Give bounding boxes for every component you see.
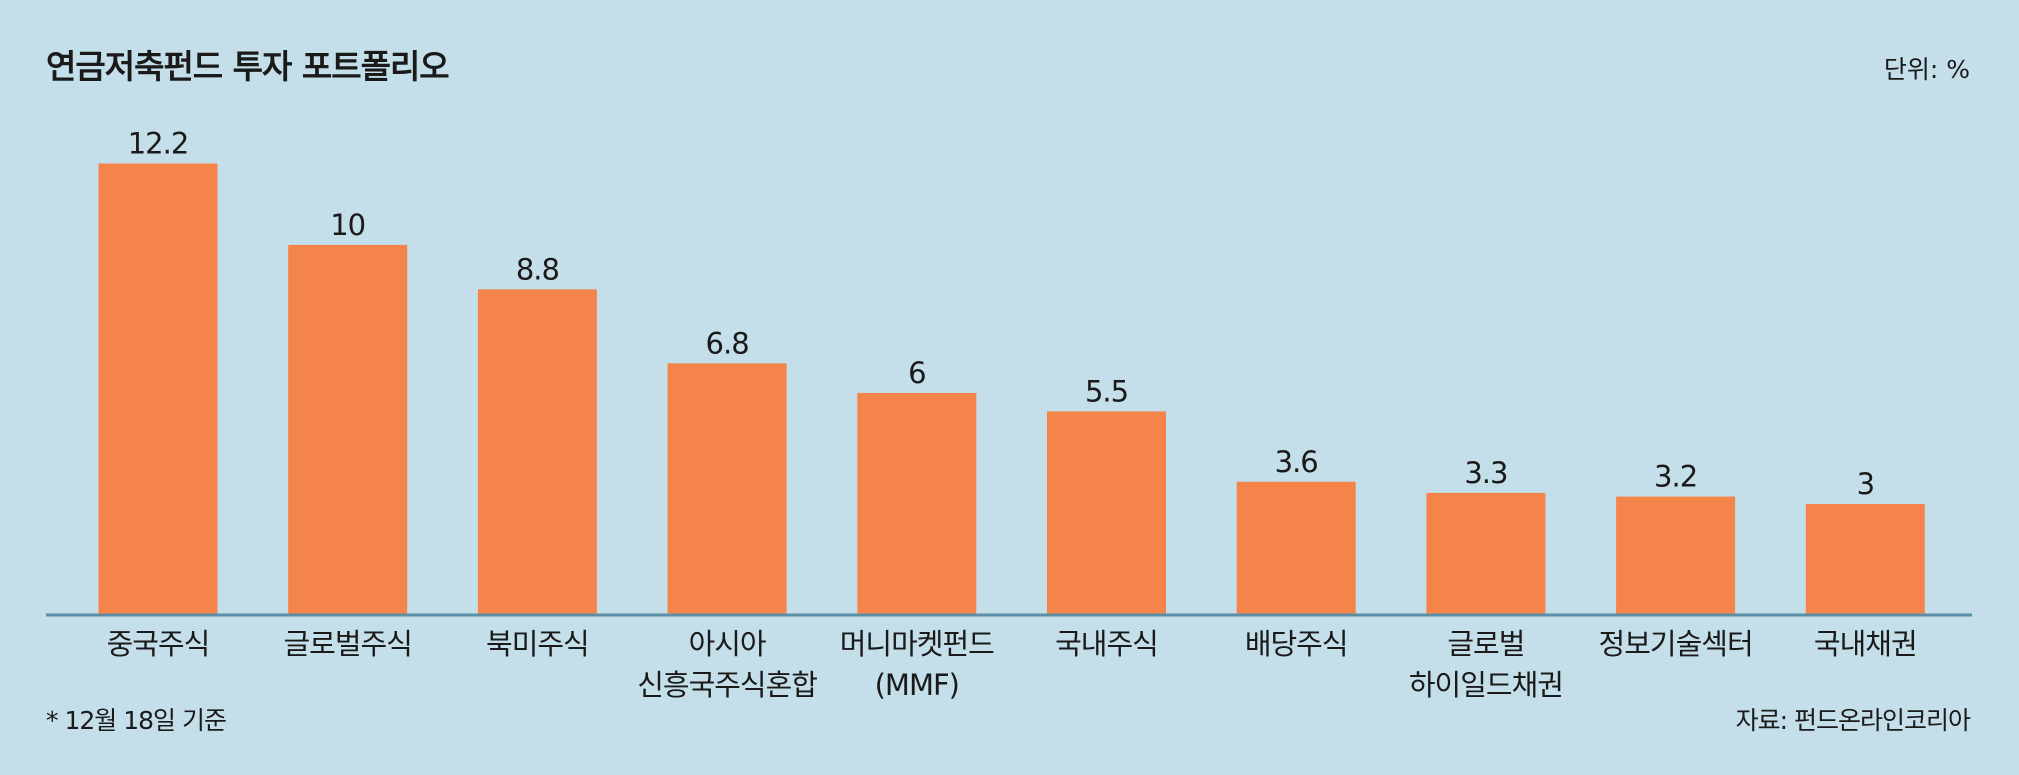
bar	[1236, 481, 1356, 615]
x-tick-label: 북미주식	[486, 627, 590, 661]
value-label: 3.2	[1654, 460, 1697, 494]
value-label: 3	[1857, 467, 1874, 501]
value-label: 3.3	[1464, 456, 1507, 490]
x-tick-label: 머니마켓펀드 (MMF)	[839, 627, 995, 702]
bar	[1426, 492, 1546, 615]
x-tick-label: 아시아 신흥국주식혼합	[637, 627, 818, 702]
bar	[288, 244, 408, 615]
chart-title: 연금저축펀드 투자 포트폴리오	[46, 47, 450, 86]
bar	[1805, 503, 1925, 615]
footnote: * 12월 18일 기준	[46, 706, 227, 735]
unit-label: 단위: %	[1883, 55, 1970, 84]
bar	[667, 363, 787, 615]
value-label: 6	[908, 356, 925, 390]
x-tick-label: 국내주식	[1055, 627, 1159, 661]
bar	[1616, 496, 1736, 615]
value-label: 8.8	[516, 252, 559, 286]
bar	[857, 392, 977, 615]
bar	[477, 289, 597, 615]
value-label: 3.6	[1275, 445, 1318, 479]
x-tick-label: 중국주식	[106, 627, 211, 661]
x-tick-label: 글로벌 하이일드채권	[1408, 627, 1564, 702]
value-label: 5.5	[1085, 374, 1128, 408]
bar	[1047, 411, 1166, 615]
x-tick-label: 정보기술섹터	[1598, 627, 1754, 661]
bar	[98, 163, 218, 615]
x-tick-label: 배당주식	[1244, 627, 1349, 661]
value-label: 6.8	[706, 326, 749, 360]
x-tick-label: 국내채권	[1813, 627, 1918, 661]
value-label: 10	[330, 208, 365, 242]
value-label: 12.2	[128, 127, 189, 161]
source: 자료: 펀드온라인코리아	[1735, 706, 1971, 735]
x-tick-label: 글로벌주식	[283, 627, 412, 661]
